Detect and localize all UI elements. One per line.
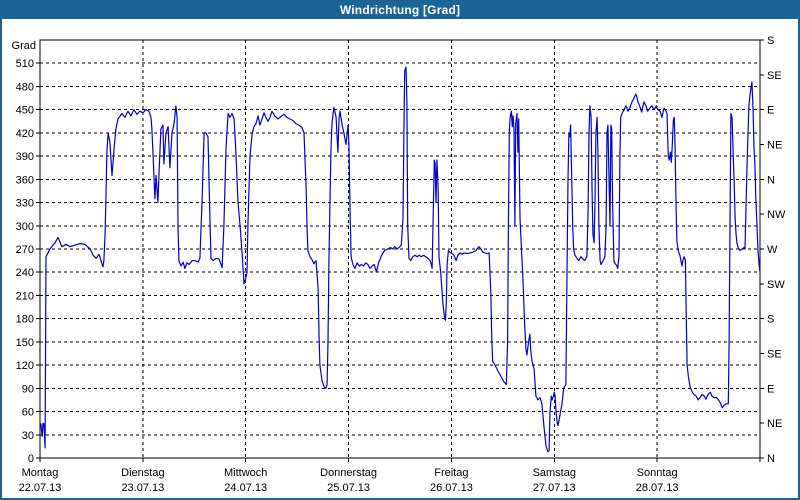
y-axis-tick-label-left: 450 (16, 105, 34, 117)
y-axis-tick-label-left: 420 (16, 128, 34, 140)
y-axis-tick-label-left: 240 (16, 267, 34, 279)
x-axis-date-label: 22.07.13 (19, 482, 62, 494)
wind-direction-chart: 0 30 60 90 120 150 180 210 240 270 300 330 360 390 420… (12, 35, 786, 494)
y-axis-tick-label-left: 0 (28, 453, 34, 465)
compass-tick-label: SE (767, 349, 782, 361)
compass-tick-label: W (767, 244, 778, 256)
compass-tick-label: SE (767, 70, 782, 82)
x-axis-date-label: 26.07.13 (430, 482, 473, 494)
compass-tick-label: SW (767, 279, 785, 291)
x-axis-date-label: 28.07.13 (636, 482, 679, 494)
y-axis-title-left: Grad (12, 40, 36, 52)
compass-tick-label: E (767, 383, 774, 395)
x-axis-day-label: Donnerstag (320, 467, 377, 479)
y-axis-tick-label-left: 300 (16, 221, 34, 233)
compass-tick-label: S (767, 35, 774, 47)
x-axis-date-label: 25.07.13 (327, 482, 370, 494)
y-axis-tick-label-left: 390 (16, 151, 34, 163)
x-axis-day-label: Samstag (533, 467, 576, 479)
x-axis-day-label: Sonntag (637, 467, 678, 479)
compass-tick-label: N (767, 453, 775, 465)
y-axis-tick-label-left: 360 (16, 174, 34, 186)
y-axis-tick-label-left: 330 (16, 198, 34, 210)
y-axis-tick-label-left: 210 (16, 290, 34, 302)
y-axis-tick-label-left: 120 (16, 360, 34, 372)
x-axis-day-label: Dienstag (121, 467, 164, 479)
compass-tick-label: N (767, 174, 775, 186)
x-axis-day-label: Montag (22, 467, 59, 479)
x-axis-day-label: Freitag (434, 467, 468, 479)
x-axis-day-label: Mittwoch (224, 467, 267, 479)
x-axis-date-label: 23.07.13 (121, 482, 164, 494)
chart-client-area: 0 30 60 90 120 150 180 210 240 270 300 330 360 390 420… (2, 19, 798, 498)
x-axis-date-label: 24.07.13 (224, 482, 267, 494)
x-axis-date-label: 27.07.13 (533, 482, 576, 494)
compass-tick-label: NE (767, 140, 782, 152)
y-axis-tick-label-left: 480 (16, 81, 34, 93)
y-axis-tick-label-left: 150 (16, 337, 34, 349)
y-axis-tick-label-left: 90 (22, 383, 34, 395)
y-axis-tick-label-left: 60 (22, 407, 34, 419)
window-title: Windrichtung [Grad] (339, 2, 461, 17)
compass-tick-label: NW (767, 209, 786, 221)
wind-series-line (40, 66, 761, 453)
compass-tick-label: NE (767, 418, 782, 430)
y-axis-tick-label-left: 30 (22, 430, 34, 442)
y-axis-tick-label-left: 180 (16, 314, 34, 326)
title-bar: Windrichtung [Grad] (0, 0, 800, 19)
compass-tick-label: E (767, 105, 774, 117)
y-axis-tick-label-left: 510 (16, 58, 34, 70)
compass-tick-label: S (767, 314, 774, 326)
y-axis-tick-label-left: 270 (16, 244, 34, 256)
